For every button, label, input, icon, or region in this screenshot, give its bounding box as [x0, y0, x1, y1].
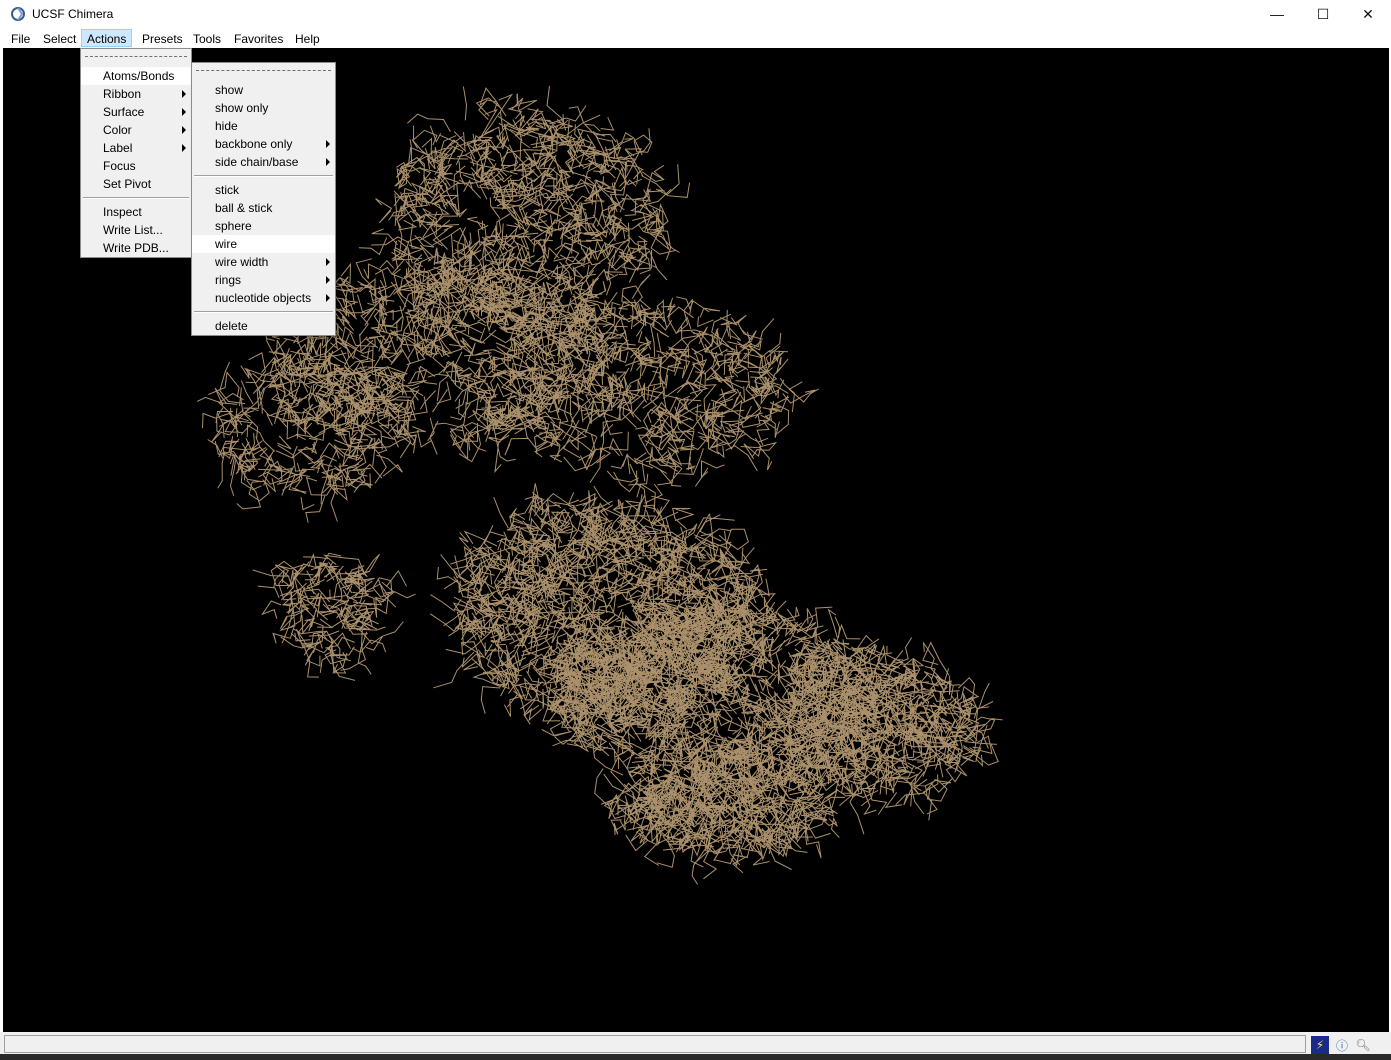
- atoms-show-only[interactable]: show only: [215, 101, 269, 115]
- title-bar: UCSF Chimera — ☐ ✕: [0, 0, 1391, 28]
- minimize-button[interactable]: —: [1270, 6, 1284, 22]
- menu-help[interactable]: Help: [295, 32, 320, 46]
- menu-actions[interactable]: Actions: [81, 29, 133, 47]
- menu-file[interactable]: File: [11, 32, 31, 46]
- atoms-show[interactable]: show: [215, 83, 244, 97]
- submenu-arrow-icon: [326, 158, 330, 166]
- actions-label[interactable]: Label: [81, 139, 191, 157]
- close-button[interactable]: ✕: [1362, 5, 1374, 22]
- atoms-rings[interactable]: rings: [192, 271, 335, 289]
- menu-separator: [194, 175, 333, 177]
- menu-select[interactable]: Select: [43, 32, 77, 46]
- chimera-logo-icon: [11, 7, 25, 21]
- menu-bar: File Select Actions Presets Tools Favori…: [0, 28, 1391, 48]
- atoms-nucleotide-objects[interactable]: nucleotide objects: [192, 289, 335, 307]
- atoms-stick[interactable]: stick: [215, 183, 239, 197]
- taskbar-strip: [0, 1054, 1391, 1060]
- menu-favorites[interactable]: Favorites: [234, 32, 284, 46]
- actions-inspect[interactable]: Inspect: [103, 205, 142, 219]
- submenu-arrow-icon: [326, 258, 330, 266]
- atoms-wire-width[interactable]: wire width: [192, 253, 335, 271]
- submenu-arrow-icon: [182, 108, 186, 116]
- actions-menu: Atoms/Bonds Ribbon Surface Color Label F…: [80, 48, 192, 258]
- atoms-hide[interactable]: hide: [215, 119, 238, 133]
- menu-separator: [83, 197, 189, 199]
- submenu-arrow-icon: [326, 140, 330, 148]
- actions-set-pivot[interactable]: Set Pivot: [103, 177, 152, 191]
- atoms-sphere[interactable]: sphere: [215, 219, 252, 233]
- menu-presets[interactable]: Presets: [142, 32, 183, 46]
- actions-ribbon[interactable]: Ribbon: [81, 85, 191, 103]
- atoms-bonds-submenu: show show only hide backbone only side c…: [191, 62, 336, 336]
- actions-write-list[interactable]: Write List...: [103, 223, 163, 237]
- submenu-arrow-icon: [326, 294, 330, 302]
- lightning-icon[interactable]: ⚡: [1311, 1036, 1329, 1054]
- maximize-button[interactable]: ☐: [1316, 5, 1330, 22]
- submenu-arrow-icon: [182, 126, 186, 134]
- molecular-structure: [196, 86, 1003, 885]
- atoms-ball-stick[interactable]: ball & stick: [215, 201, 273, 215]
- menu-tools[interactable]: Tools: [193, 32, 222, 46]
- actions-focus[interactable]: Focus: [103, 159, 136, 173]
- submenu-arrow-icon: [182, 90, 186, 98]
- submenu-arrow-icon: [182, 144, 186, 152]
- wireframe-bonds: [196, 86, 1003, 885]
- actions-color[interactable]: Color: [81, 121, 191, 139]
- submenu-arrow-icon: [326, 276, 330, 284]
- info-icon[interactable]: ⓘ: [1335, 1038, 1348, 1053]
- tearoff-line[interactable]: [196, 70, 331, 79]
- actions-write-pdb[interactable]: Write PDB...: [103, 241, 169, 255]
- menu-separator: [194, 311, 333, 313]
- actions-surface[interactable]: Surface: [81, 103, 191, 121]
- magnify-icon[interactable]: 🔍︎: [1355, 1038, 1371, 1052]
- actions-atoms-bonds[interactable]: Atoms/Bonds: [81, 67, 191, 85]
- window-title: UCSF Chimera: [32, 7, 114, 21]
- status-message-field: [4, 1035, 1306, 1053]
- atoms-wire[interactable]: wire: [192, 235, 335, 253]
- atoms-backbone-only[interactable]: backbone only: [192, 135, 335, 153]
- atoms-side-chain-base[interactable]: side chain/base: [192, 153, 335, 171]
- atoms-delete[interactable]: delete: [215, 319, 248, 333]
- tearoff-line[interactable]: [85, 56, 187, 65]
